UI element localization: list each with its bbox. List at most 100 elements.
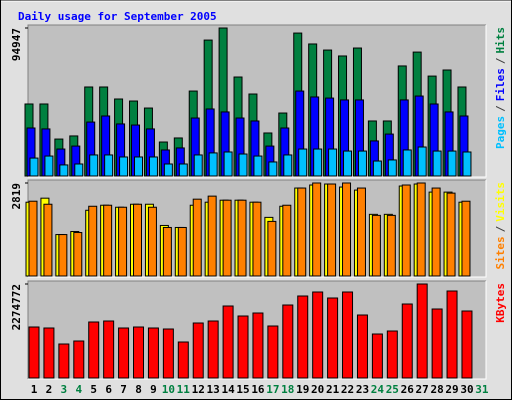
bar [192,322,204,379]
x-tick-label: 15 [236,383,249,396]
bar [387,159,397,177]
bar [343,150,353,177]
bar [162,328,174,379]
bar [88,321,100,379]
legend-separator: / [494,57,507,64]
bar [28,200,38,277]
bar [133,326,145,379]
x-tick-label: 6 [105,383,112,396]
x-tick-label: 19 [296,383,309,396]
x-tick-label: 8 [135,383,142,396]
y-tick-label: 2819 [10,183,23,210]
bar [192,198,202,277]
bar [432,150,442,177]
bar [118,327,130,379]
bar [74,163,84,177]
legend-entry: Pages [494,116,507,149]
bar [222,199,232,277]
bar [58,343,70,379]
bar [312,182,322,277]
bar [342,291,354,379]
x-tick-label: 21 [326,383,340,396]
bar [342,182,352,277]
legend: Sites / Visits [494,182,507,270]
x-tick-label: 3 [61,383,68,396]
bar [147,327,159,379]
bar [357,150,367,177]
bar [223,151,233,177]
bar [88,205,98,277]
bar [283,154,293,177]
x-tick-label: 16 [251,383,265,396]
bar [237,199,247,277]
x-tick-label: 17 [266,383,279,396]
bar [386,330,398,379]
legend-separator: / [494,225,507,232]
bar [59,164,69,177]
x-tick-label: 31 [475,383,489,396]
bar [461,310,473,379]
x-tick-label: 12 [192,383,205,396]
bar [119,156,129,177]
y-tick-label: 2274772 [10,284,23,330]
bar [267,325,279,379]
bar [447,150,457,177]
bar [238,153,248,177]
bar [134,156,144,177]
bar [28,326,40,379]
bar [267,220,277,277]
bar [282,204,292,277]
panel-edge [28,281,487,380]
bar [313,148,323,177]
bar [118,206,128,277]
bar [371,214,381,277]
bar [327,183,337,277]
bar [328,148,338,177]
legend-separator: / [494,105,507,112]
x-tick-label: 5 [90,383,97,396]
x-tick-label: 24 [371,383,385,396]
bar [193,154,203,177]
x-tick-label: 20 [311,383,324,396]
bar [386,214,396,277]
bar [402,149,412,177]
bar [371,333,383,379]
bar [162,226,172,277]
bar [297,295,309,379]
bar [446,290,458,379]
bar [356,187,366,277]
bar [43,327,55,379]
bar [207,320,219,379]
bar [401,184,411,277]
x-tick-label: 10 [162,383,175,396]
bar [372,160,382,177]
bar [461,200,471,277]
bar [89,154,99,177]
legend-entry: Files [494,68,507,101]
bar [207,195,217,277]
y-tick-label: 94947 [10,28,23,61]
bar [298,148,308,177]
x-tick-label: 14 [221,383,235,396]
x-tick-label: 7 [120,383,127,396]
legend: KBytes [494,283,507,323]
bar [252,312,264,379]
x-tick-label: 18 [281,383,294,396]
x-tick-label: 23 [356,383,369,396]
chart-title: Daily usage for September 2005 [18,10,217,23]
x-tick-label: 9 [150,383,157,396]
x-tick-label: 4 [75,383,82,396]
x-tick-label: 11 [177,383,191,396]
bar [417,146,427,177]
x-tick-label: 22 [341,383,354,396]
x-tick-label: 26 [401,383,415,396]
bar [416,182,426,277]
bar [103,320,115,379]
x-tick-label: 13 [207,383,220,396]
bar [268,161,278,177]
bar [178,163,188,177]
bar [29,157,39,177]
bar [147,206,157,277]
bar [163,163,173,177]
